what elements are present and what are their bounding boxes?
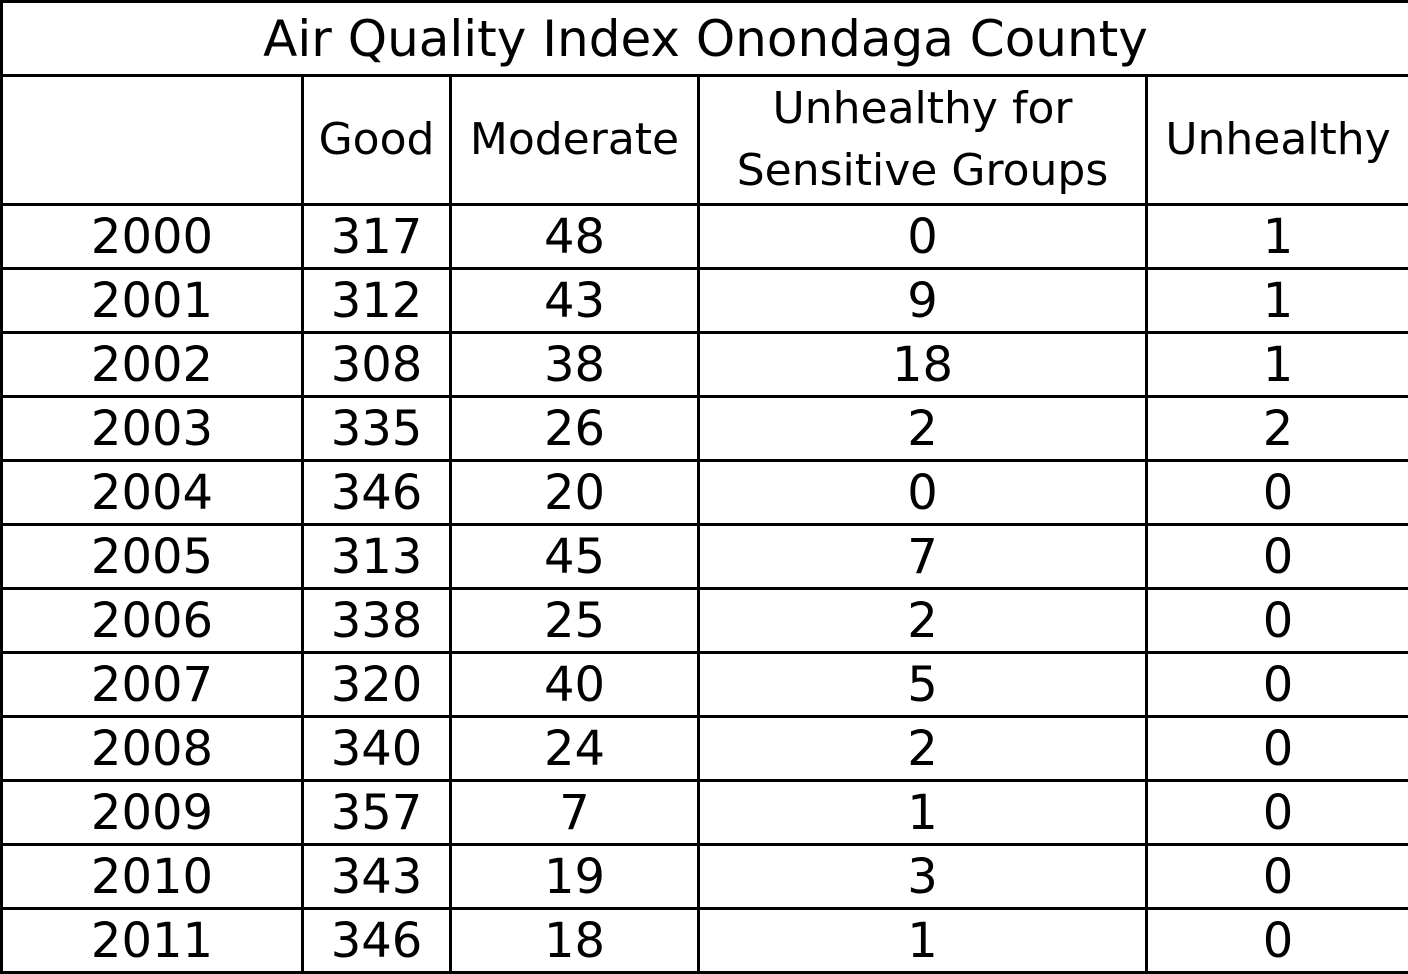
cell-year: 2003 <box>2 397 303 461</box>
cell-year: 2008 <box>2 717 303 781</box>
header-sensitive-line-2: Sensitive Groups <box>700 140 1145 202</box>
cell-good: 346 <box>303 909 451 973</box>
cell-sensitive: 18 <box>699 333 1147 397</box>
cell-year: 2004 <box>2 461 303 525</box>
cell-moderate: 24 <box>451 717 699 781</box>
cell-good: 346 <box>303 461 451 525</box>
cell-moderate: 18 <box>451 909 699 973</box>
cell-good: 312 <box>303 269 451 333</box>
cell-good: 308 <box>303 333 451 397</box>
cell-unhealthy: 0 <box>1147 461 1408 525</box>
cell-moderate: 45 <box>451 525 699 589</box>
cell-good: 313 <box>303 525 451 589</box>
cell-year: 2010 <box>2 845 303 909</box>
cell-unhealthy: 0 <box>1147 845 1408 909</box>
cell-moderate: 25 <box>451 589 699 653</box>
cell-good: 317 <box>303 205 451 269</box>
cell-sensitive: 7 <box>699 525 1147 589</box>
cell-unhealthy: 0 <box>1147 589 1408 653</box>
cell-unhealthy: 0 <box>1147 909 1408 973</box>
cell-unhealthy: 0 <box>1147 653 1408 717</box>
cell-sensitive: 2 <box>699 717 1147 781</box>
cell-year: 2000 <box>2 205 303 269</box>
cell-unhealthy: 1 <box>1147 205 1408 269</box>
cell-moderate: 7 <box>451 781 699 845</box>
cell-moderate: 38 <box>451 333 699 397</box>
cell-unhealthy: 0 <box>1147 525 1408 589</box>
cell-year: 2009 <box>2 781 303 845</box>
cell-unhealthy: 1 <box>1147 333 1408 397</box>
cell-sensitive: 0 <box>699 205 1147 269</box>
cell-sensitive: 9 <box>699 269 1147 333</box>
cell-sensitive: 3 <box>699 845 1147 909</box>
cell-unhealthy: 1 <box>1147 269 1408 333</box>
cell-sensitive: 1 <box>699 781 1147 845</box>
cell-year: 2002 <box>2 333 303 397</box>
cell-unhealthy: 0 <box>1147 781 1408 845</box>
cell-moderate: 20 <box>451 461 699 525</box>
cell-sensitive: 1 <box>699 909 1147 973</box>
cell-sensitive: 2 <box>699 397 1147 461</box>
cell-year: 2007 <box>2 653 303 717</box>
cell-good: 343 <box>303 845 451 909</box>
cell-year: 2011 <box>2 909 303 973</box>
cell-moderate: 26 <box>451 397 699 461</box>
cell-moderate: 40 <box>451 653 699 717</box>
cell-moderate: 48 <box>451 205 699 269</box>
cell-year: 2006 <box>2 589 303 653</box>
header-good: Good <box>303 76 451 205</box>
cell-sensitive: 2 <box>699 589 1147 653</box>
header-unhealthy: Unhealthy <box>1147 76 1408 205</box>
title-row: Air Quality Index Onondaga County <box>2 2 1408 76</box>
cell-sensitive: 0 <box>699 461 1147 525</box>
cell-good: 320 <box>303 653 451 717</box>
cell-good: 335 <box>303 397 451 461</box>
header-sensitive-line-1: Unhealthy for <box>700 78 1145 140</box>
cell-moderate: 43 <box>451 269 699 333</box>
cell-good: 340 <box>303 717 451 781</box>
cell-moderate: 19 <box>451 845 699 909</box>
header-sensitive-groups: Unhealthy for Sensitive Groups <box>699 76 1147 205</box>
cell-unhealthy: 0 <box>1147 717 1408 781</box>
header-moderate: Moderate <box>451 76 699 205</box>
cell-unhealthy: 2 <box>1147 397 1408 461</box>
cell-good: 357 <box>303 781 451 845</box>
cell-sensitive: 5 <box>699 653 1147 717</box>
cell-year: 2001 <box>2 269 303 333</box>
header-row: Good Moderate Unhealthy for Sensitive Gr… <box>2 76 1408 205</box>
cell-year: 2005 <box>2 525 303 589</box>
cell-good: 338 <box>303 589 451 653</box>
table-title: Air Quality Index Onondaga County <box>2 2 1408 76</box>
header-year <box>2 76 303 205</box>
